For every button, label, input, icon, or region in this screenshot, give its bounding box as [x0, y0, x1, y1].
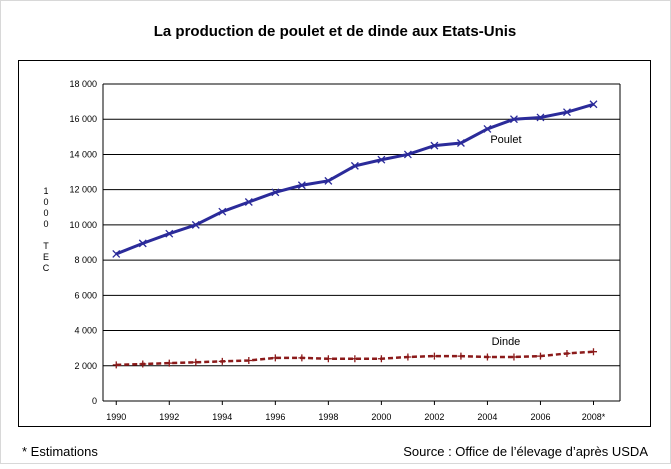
x-tick-label: 1994: [212, 412, 232, 422]
x-tick-label: 2008*: [582, 412, 606, 422]
x-tick-label: 2002: [424, 412, 444, 422]
x-tick-label: 2004: [477, 412, 497, 422]
source: Source : Office de l’élevage d’après USD…: [403, 444, 648, 459]
marker: [589, 100, 598, 109]
y-tick-label: 16 000: [69, 114, 97, 124]
marker: [536, 352, 544, 360]
marker: [271, 354, 279, 362]
y-tick-label: 10 000: [69, 220, 97, 230]
chart-title: La production de poulet et de dinde aux …: [154, 23, 517, 40]
marker: [298, 354, 306, 362]
marker: [112, 249, 121, 258]
y-tick-label: 18 000: [69, 79, 97, 89]
marker: [430, 352, 438, 360]
x-tick-label: 1990: [106, 412, 126, 422]
marker: [430, 141, 439, 150]
marker: [510, 353, 518, 361]
marker: [351, 355, 359, 363]
marker: [191, 220, 200, 229]
marker: [350, 161, 359, 170]
marker: [165, 229, 174, 238]
marker: [563, 349, 571, 357]
marker: [112, 361, 120, 369]
marker: [377, 155, 386, 164]
marker: [483, 353, 491, 361]
marker: [297, 181, 306, 190]
marker: [324, 355, 332, 363]
marker: [139, 360, 147, 368]
marker: [165, 359, 173, 367]
marker: [244, 198, 253, 206]
series-label: Dinde: [492, 336, 521, 348]
marker: [377, 355, 385, 363]
x-tick-label: 2000: [371, 412, 391, 422]
marker: [403, 150, 412, 159]
y-tick-label: 12 000: [69, 185, 97, 195]
marker: [563, 108, 571, 117]
plot-frame: [18, 60, 651, 427]
marker: [457, 352, 465, 360]
marker: [324, 176, 333, 185]
marker: [509, 115, 518, 124]
marker: [483, 124, 492, 133]
x-tick-label: 2006: [530, 412, 550, 422]
marker: [456, 139, 465, 147]
y-tick-label: 0: [92, 396, 97, 406]
y-tick-label: 14 000: [69, 149, 97, 159]
marker: [271, 188, 280, 197]
x-tick-label: 1992: [159, 412, 179, 422]
x-tick-label: 1998: [318, 412, 338, 422]
marker: [245, 356, 253, 364]
y-tick-label: 6 000: [74, 290, 97, 300]
x-tick-label: 1996: [265, 412, 285, 422]
marker: [536, 113, 545, 122]
y-axis-label: 1000 TEC: [41, 186, 51, 274]
y-tick-label: 2 000: [74, 361, 97, 371]
y-tick-label: 8 000: [74, 255, 97, 265]
marker: [218, 357, 226, 365]
marker: [404, 353, 412, 361]
marker: [218, 207, 227, 216]
marker: [192, 358, 200, 366]
footnote: * Estimations: [22, 444, 98, 459]
marker: [589, 348, 597, 356]
marker: [138, 239, 147, 248]
y-tick-label: 4 000: [74, 326, 97, 336]
series-label: Poulet: [490, 134, 521, 146]
